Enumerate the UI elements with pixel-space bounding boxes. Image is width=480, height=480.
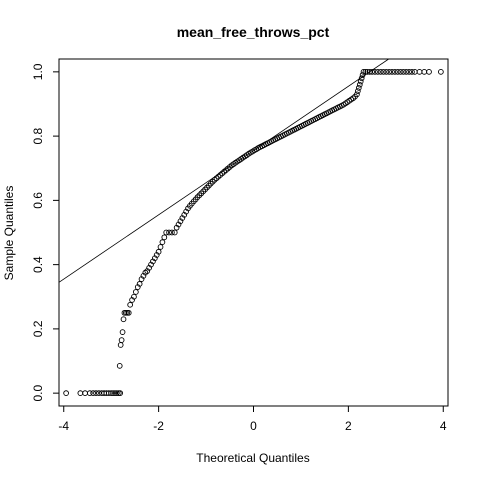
data-point <box>355 89 360 94</box>
data-point <box>356 86 361 91</box>
y-tick-label: 0.4 <box>31 256 45 273</box>
data-point <box>158 245 163 250</box>
y-axis: 0.0 0.2 0.4 0.6 0.8 1.0 <box>31 63 59 401</box>
data-point <box>357 82 362 87</box>
data-point <box>118 343 123 348</box>
data-point <box>121 317 126 322</box>
data-point <box>128 302 133 307</box>
data-point <box>120 330 125 335</box>
x-tick-label: 0 <box>250 419 257 433</box>
y-tick-label: 0.6 <box>31 192 45 209</box>
x-tick-label: 4 <box>440 419 447 433</box>
data-point <box>427 69 432 74</box>
chart-title: mean_free_throws_pct <box>177 24 330 40</box>
y-tick-label: 0.0 <box>31 384 45 401</box>
data-point <box>119 338 124 343</box>
y-tick-label: 0.2 <box>31 320 45 337</box>
data-point <box>83 391 88 396</box>
y-tick-label: 1.0 <box>31 63 45 80</box>
data-point <box>358 79 363 84</box>
data-point <box>438 69 443 74</box>
x-tick-label: -2 <box>153 419 164 433</box>
x-axis-label: Theoretical Quantiles <box>196 451 309 465</box>
data-point <box>160 240 165 245</box>
data-point <box>64 391 69 396</box>
plot-frame <box>59 59 448 406</box>
data-point <box>422 69 427 74</box>
data-point <box>133 290 138 295</box>
data-point <box>117 363 122 368</box>
data-point <box>78 391 83 396</box>
plot-area <box>59 59 443 396</box>
y-tick-label: 0.8 <box>31 127 45 144</box>
data-point <box>417 69 422 74</box>
data-point <box>162 235 167 240</box>
x-tick-label: 2 <box>345 419 352 433</box>
y-axis-label: Sample Quantiles <box>2 186 16 281</box>
x-tick-label: -4 <box>58 419 69 433</box>
x-axis: -4 -2 0 2 4 <box>58 406 447 433</box>
